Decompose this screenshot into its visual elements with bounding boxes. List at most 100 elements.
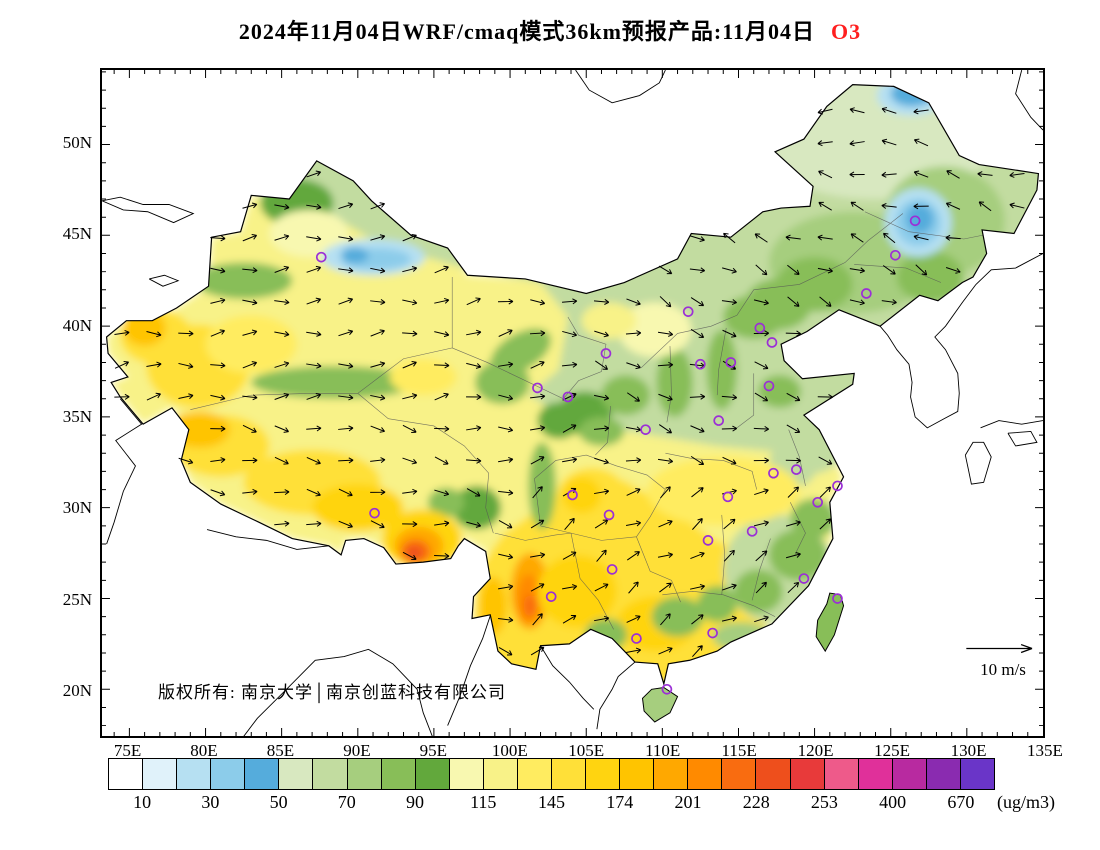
colorbar-cell: [380, 758, 416, 790]
colorbar-cell: [823, 758, 859, 790]
page-title: 2024年11月04日WRF/cmaq模式36km预报产品:11月04日 O3: [0, 14, 1100, 46]
city-marker: [545, 591, 557, 602]
lon-tick-label: 80E: [190, 741, 218, 760]
city-marker: [763, 380, 775, 392]
city-marker: [722, 491, 734, 503]
city-marker: [754, 322, 766, 334]
axis-ticks: [102, 70, 1043, 736]
hainan-island: [641, 686, 679, 723]
lon-tick-label: 75E: [113, 741, 142, 760]
city-marker: [812, 496, 823, 508]
colorbar-cell: [653, 758, 689, 790]
title-species-o3: O3: [831, 19, 862, 44]
colorbar-cell: [414, 758, 450, 790]
city-marker: [766, 337, 778, 348]
city-markers: [315, 215, 921, 695]
lat-tick-label: 25N: [62, 589, 92, 609]
city-marker: [606, 564, 618, 575]
city-marker: [791, 464, 802, 475]
colorbar-cell: [755, 758, 791, 790]
title-text: 2024年11月04日WRF/cmaq模式36km预报产品:11月04日: [238, 19, 816, 44]
lon-tick-label: 135E: [1027, 741, 1063, 760]
colorbar-cell: [789, 758, 825, 790]
wind-scale-arrow: [966, 643, 1033, 654]
lon-tick-label: 115E: [721, 741, 757, 760]
colorbar-cell: [210, 758, 246, 790]
lon-tick-label: 130E: [950, 741, 987, 760]
city-marker: [713, 415, 725, 426]
colorbar-cell: [619, 758, 655, 790]
city-marker: [532, 382, 543, 394]
colorbar-tick-label: 400: [879, 792, 907, 812]
colorbar-cell: [687, 758, 723, 790]
city-marker: [562, 391, 574, 403]
lat-tick-label: 40N: [62, 315, 92, 335]
lon-tick-label: 95E: [419, 741, 448, 760]
colorbar-cell: [516, 758, 553, 790]
city-marker: [909, 215, 921, 227]
city-marker: [798, 573, 810, 584]
colorbar-cell: [585, 758, 621, 790]
colorbar-tick-label: 10: [133, 792, 152, 812]
city-marker: [695, 358, 706, 370]
city-marker: [725, 357, 737, 368]
colorbar-cell: [448, 758, 484, 790]
china-national-border: [105, 84, 1040, 687]
city-marker: [702, 535, 714, 546]
colorbar-cell: [108, 758, 144, 790]
city-marker: [567, 489, 578, 501]
city-marker: [682, 306, 694, 317]
colorbar-cell: [482, 758, 518, 790]
colorbar-cell: [721, 758, 757, 790]
wind-scale-label: 10 m/s: [980, 660, 1026, 679]
colorbar-tick-label: 50: [269, 792, 288, 812]
colorbar-tick-label: 115: [470, 792, 497, 812]
colorbar-cell: [891, 758, 927, 790]
city-marker: [746, 526, 758, 537]
wind-vectors: [114, 107, 1025, 658]
map-frame: 版权所有: 南京大学│南京创蓝科技有限公司 10 m/s: [100, 68, 1045, 738]
china-o3-map: [102, 70, 1043, 736]
colorbar-cell: [857, 758, 893, 790]
lon-tick-label: 120E: [797, 741, 834, 760]
colorbar-tick-label: 174: [606, 792, 634, 812]
colorbar-tick-label: 670: [947, 792, 975, 812]
lon-tick-label: 100E: [491, 741, 528, 760]
city-marker: [600, 348, 612, 359]
colorbar-tick-label: 228: [742, 792, 770, 812]
city-marker: [707, 627, 718, 639]
lat-tick-label: 35N: [62, 407, 92, 426]
lat-tick-label: 45N: [62, 224, 92, 244]
colorbar-cell: [312, 758, 348, 790]
o3-concentration-field: [106, 84, 1039, 684]
colorbar-tick-label: 145: [538, 792, 565, 812]
city-marker: [640, 424, 651, 435]
lat-tick-label: 30N: [62, 498, 92, 518]
city-marker: [890, 249, 901, 261]
colorbar-cell: [176, 758, 212, 790]
lat-tick-label: 50N: [62, 133, 92, 152]
province-borders: [190, 211, 992, 630]
lon-tick-label: 90E: [343, 741, 371, 760]
city-marker: [603, 509, 615, 521]
lon-tick-label: 110E: [645, 741, 681, 760]
colorbar-tick-label: 90: [406, 792, 425, 812]
city-marker: [631, 633, 642, 644]
colorbar-cell: [346, 758, 382, 790]
colorbar-cell: [142, 758, 178, 790]
city-marker: [832, 593, 843, 604]
colorbar-cell: [244, 758, 280, 790]
colorbar-cell: [551, 758, 587, 790]
lon-tick-label: 85E: [266, 741, 295, 760]
colorbar-tick-label: 30: [201, 792, 220, 812]
colorbar-cell: [925, 758, 961, 790]
colorbar-unit: (ug/m3): [997, 792, 1055, 812]
lon-tick-label: 105E: [568, 741, 605, 760]
city-marker: [832, 480, 843, 492]
copyright-text: 版权所有: 南京大学│南京创蓝科技有限公司: [158, 683, 507, 702]
colorbar-cell: [278, 758, 314, 790]
colorbar-tick-label: 253: [810, 792, 838, 812]
lat-tick-label: 20N: [62, 681, 92, 700]
neighbor-coastlines: [102, 70, 1043, 736]
